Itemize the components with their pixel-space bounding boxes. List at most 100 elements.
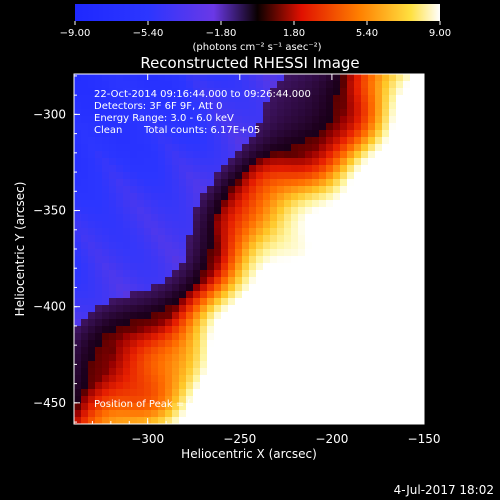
heatmap-cell	[158, 333, 165, 340]
heatmap-cell	[291, 109, 298, 116]
heatmap-cell	[81, 305, 88, 312]
heatmap-cell	[361, 186, 368, 193]
heatmap-cell	[116, 165, 123, 172]
heatmap-cell	[88, 263, 95, 270]
heatmap-cell	[242, 207, 249, 214]
heatmap-cell	[165, 235, 172, 242]
heatmap-cell	[249, 305, 256, 312]
heatmap-cell	[193, 410, 200, 417]
heatmap-cell	[305, 123, 312, 130]
heatmap-cell	[270, 165, 277, 172]
heatmap-cell	[382, 144, 389, 151]
heatmap-cell	[417, 235, 424, 242]
heatmap-cell	[291, 368, 298, 375]
heatmap-cell	[256, 270, 263, 277]
heatmap-cell	[284, 298, 291, 305]
heatmap-cell	[277, 396, 284, 403]
heatmap-cell	[137, 354, 144, 361]
heatmap-cell	[214, 333, 221, 340]
heatmap-cell	[88, 417, 95, 424]
heatmap-cell	[144, 144, 151, 151]
heatmap-cell	[172, 144, 179, 151]
heatmap-cell	[368, 298, 375, 305]
heatmap-cell	[207, 368, 214, 375]
heatmap-cell	[109, 319, 116, 326]
heatmap-cell	[326, 284, 333, 291]
heatmap-cell	[235, 165, 242, 172]
heatmap-cell	[95, 228, 102, 235]
heatmap-cell	[165, 382, 172, 389]
heatmap-cell	[382, 368, 389, 375]
heatmap-cell	[207, 375, 214, 382]
heatmap-cell	[368, 130, 375, 137]
heatmap-cell	[242, 270, 249, 277]
heatmap-cell	[298, 249, 305, 256]
heatmap-cell	[193, 333, 200, 340]
heatmap-cell	[130, 74, 137, 81]
heatmap-cell	[277, 277, 284, 284]
heatmap-cell	[179, 235, 186, 242]
heatmap-cell	[312, 382, 319, 389]
heatmap-cell	[95, 347, 102, 354]
heatmap-cell	[95, 361, 102, 368]
heatmap-cell	[312, 340, 319, 347]
heatmap-cell	[256, 347, 263, 354]
heatmap-cell	[361, 389, 368, 396]
heatmap-cell	[214, 270, 221, 277]
heatmap-cell	[88, 116, 95, 123]
heatmap-cell	[193, 291, 200, 298]
heatmap-cell	[389, 326, 396, 333]
heatmap-cell	[291, 326, 298, 333]
heatmap-cell	[144, 375, 151, 382]
heatmap-cell	[214, 312, 221, 319]
heatmap-cell	[179, 375, 186, 382]
heatmap-cell	[298, 298, 305, 305]
heatmap-cell	[242, 130, 249, 137]
heatmap-cell	[116, 340, 123, 347]
heatmap-cell	[319, 95, 326, 102]
heatmap-cell	[298, 368, 305, 375]
heatmap-cell	[417, 186, 424, 193]
heatmap-cell	[368, 263, 375, 270]
heatmap-cell	[235, 102, 242, 109]
heatmap-cell	[410, 221, 417, 228]
heatmap-cell	[368, 361, 375, 368]
heatmap-cell	[151, 249, 158, 256]
heatmap-cell	[333, 389, 340, 396]
heatmap-cell	[354, 137, 361, 144]
heatmap-cell	[235, 74, 242, 81]
heatmap-cell	[242, 396, 249, 403]
heatmap-cell	[347, 144, 354, 151]
heatmap-cell	[186, 193, 193, 200]
heatmap-cell	[116, 137, 123, 144]
heatmap-cell	[263, 375, 270, 382]
heatmap-cell	[291, 417, 298, 424]
heatmap-cell	[312, 326, 319, 333]
heatmap-cell	[137, 361, 144, 368]
heatmap-cell	[277, 291, 284, 298]
heatmap-cell	[228, 417, 235, 424]
heatmap-cell	[235, 214, 242, 221]
heatmap-cell	[291, 291, 298, 298]
heatmap-cell	[249, 214, 256, 221]
heatmap-cell	[137, 144, 144, 151]
heatmap-cell	[326, 109, 333, 116]
heatmap-cell	[200, 179, 207, 186]
heatmap-cell	[291, 151, 298, 158]
heatmap-cell	[109, 403, 116, 410]
heatmap-cell	[242, 88, 249, 95]
heatmap-cell	[291, 403, 298, 410]
heatmap-cell	[382, 137, 389, 144]
heatmap-cell	[228, 333, 235, 340]
heatmap-cell	[270, 256, 277, 263]
heatmap-cell	[130, 333, 137, 340]
heatmap-cell	[109, 389, 116, 396]
heatmap-cell	[179, 361, 186, 368]
heatmap-cell	[277, 116, 284, 123]
heatmap-cell	[410, 305, 417, 312]
heatmap-cell	[410, 200, 417, 207]
heatmap-cell	[312, 144, 319, 151]
heatmap-cell	[305, 389, 312, 396]
heatmap-cell	[88, 81, 95, 88]
heatmap-cell	[417, 354, 424, 361]
